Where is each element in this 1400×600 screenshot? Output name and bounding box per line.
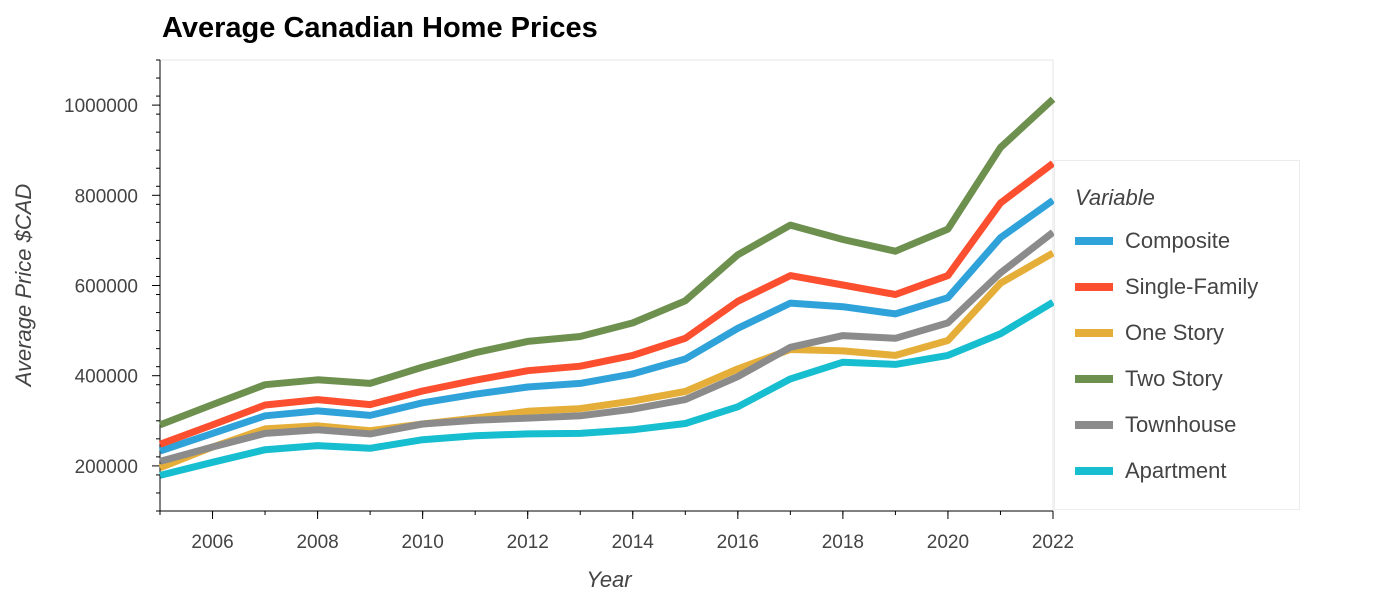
x-tick-label: 2008 — [296, 532, 338, 553]
axes: 2006 2008 2010 2012 2014 2016 2018 2020 2022 2000… — [64, 59, 1074, 553]
x-tick-label: 2006 — [191, 532, 233, 553]
x-tick-label: 2012 — [507, 532, 549, 553]
legend-item-composite[interactable]: Composite — [1075, 226, 1230, 256]
x-axis-label: Year — [586, 567, 633, 592]
legend-label: Two Story — [1125, 366, 1223, 391]
legend-item-two-story[interactable]: Two Story — [1075, 364, 1223, 394]
legend-swatch — [1075, 375, 1113, 383]
y-tick-label: 200000 — [75, 457, 138, 478]
x-tick-label: 2020 — [927, 532, 969, 553]
legend-item-single-family[interactable]: Single-Family — [1075, 272, 1258, 302]
series-line-two-story — [158, 96, 1056, 429]
series-line-apartment — [159, 299, 1055, 479]
series-line-single-family — [158, 160, 1056, 448]
series-lines — [158, 96, 1056, 479]
series-line-one-story — [158, 249, 1055, 471]
legend-title: Variable — [1075, 185, 1155, 210]
y-tick-label: 800000 — [75, 186, 138, 207]
legend-item-townhouse[interactable]: Townhouse — [1075, 410, 1236, 440]
legend-item-apartment[interactable]: Apartment — [1075, 456, 1227, 486]
legend-swatch — [1075, 467, 1113, 475]
series-line-townhouse — [159, 229, 1056, 465]
legend-label: Apartment — [1125, 458, 1227, 483]
legend-label: Townhouse — [1125, 412, 1237, 437]
x-tick-label: 2022 — [1032, 532, 1074, 553]
y-tick-label: 600000 — [75, 277, 138, 298]
legend-swatch — [1075, 421, 1113, 429]
legend-swatch — [1075, 329, 1113, 337]
chart-title: Average Canadian Home Prices — [162, 12, 598, 44]
y-axis-label: Average Price $CAD — [11, 184, 36, 389]
legend-swatch — [1075, 237, 1113, 245]
series-line-composite — [158, 197, 1056, 455]
plot-area — [159, 59, 1054, 512]
y-tick-label: 1000000 — [64, 96, 138, 117]
legend-item-one-story[interactable]: One Story — [1075, 318, 1224, 348]
legend-label: Composite — [1125, 228, 1231, 253]
legend-label: One Story — [1125, 320, 1225, 345]
x-tick-label: 2016 — [717, 532, 759, 553]
legend: Variable Composite Single-Family One Story… — [1054, 160, 1300, 510]
x-tick-label: 2010 — [402, 532, 444, 553]
x-tick-label: 2018 — [822, 532, 864, 553]
legend-label: Single-Family — [1125, 274, 1259, 299]
y-tick-label: 400000 — [75, 367, 138, 388]
legend-swatch — [1075, 283, 1113, 291]
x-tick-label: 2014 — [612, 532, 655, 553]
